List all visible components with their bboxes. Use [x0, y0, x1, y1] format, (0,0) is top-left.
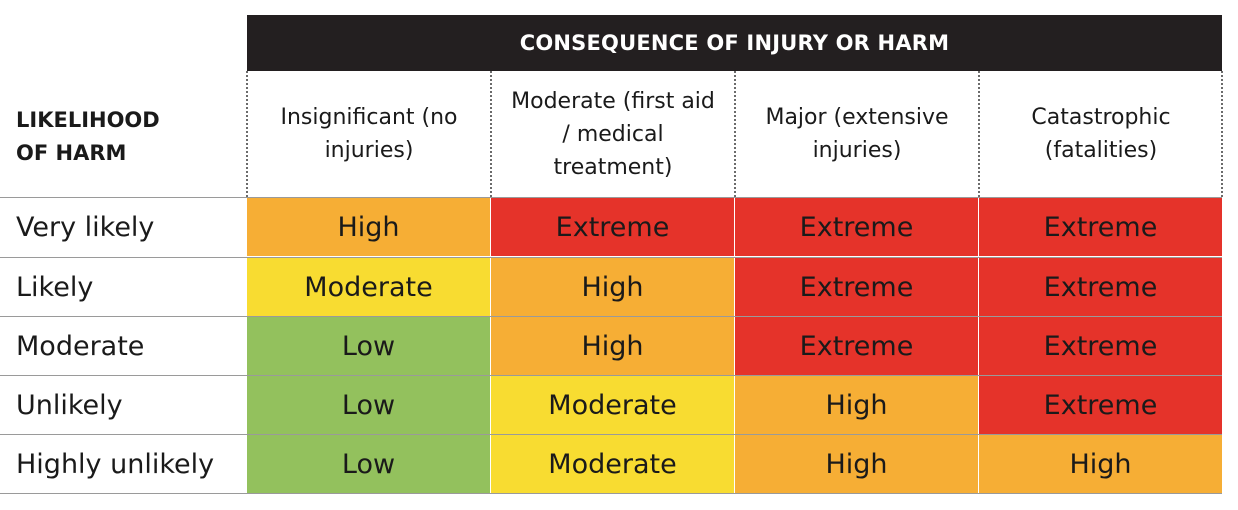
row-label-moderate: Moderate: [16, 331, 145, 362]
risk-cell: Extreme: [979, 258, 1222, 316]
column-divider: [490, 71, 492, 197]
row-divider: [0, 493, 1222, 494]
row-label-unlikely: Unlikely: [16, 390, 123, 421]
risk-cell: Extreme: [491, 198, 734, 256]
column-divider: [1221, 71, 1223, 197]
risk-cell: Extreme: [735, 198, 978, 256]
risk-cell: High: [979, 435, 1222, 493]
row-divider: [0, 316, 1222, 317]
row-label-very-likely: Very likely: [16, 212, 155, 243]
risk-cell: High: [247, 198, 490, 256]
risk-cell: High: [491, 317, 734, 375]
row-label-likely: Likely: [16, 272, 94, 303]
risk-cell: Moderate: [491, 376, 734, 434]
risk-cell: Low: [247, 317, 490, 375]
risk-cell: High: [735, 435, 978, 493]
column-header-insignificant: Insignificant (no injuries): [280, 105, 458, 163]
column-divider: [978, 71, 980, 197]
likelihood-axis-title: LIKELIHOOD OF HARM: [16, 108, 160, 165]
row-divider: [0, 257, 1222, 258]
risk-cell: Extreme: [979, 376, 1222, 434]
column-divider: [734, 71, 736, 197]
column-header-major: Major (extensive injuries): [765, 105, 949, 163]
row-divider: [0, 197, 1222, 198]
consequence-header: CONSEQUENCE OF INJURY OR HARM: [247, 15, 1222, 71]
risk-cell: High: [491, 258, 734, 316]
risk-cell: Moderate: [491, 435, 734, 493]
column-header-moderate: Moderate (first aid / medical treatment): [511, 88, 715, 180]
row-divider: [0, 434, 1222, 435]
risk-cell: Extreme: [979, 317, 1222, 375]
risk-cell: Moderate: [247, 258, 490, 316]
risk-cell: Low: [247, 435, 490, 493]
row-divider: [0, 375, 1222, 376]
risk-cell: Extreme: [979, 198, 1222, 256]
risk-cell: High: [735, 376, 978, 434]
row-label-highly-unlikely: Highly unlikely: [16, 449, 215, 480]
risk-cell: Extreme: [735, 317, 978, 375]
column-header-catastrophic: Catastrophic (fatalities): [1031, 105, 1171, 163]
risk-cell: Extreme: [735, 258, 978, 316]
risk-cell: Low: [247, 376, 490, 434]
column-divider: [246, 71, 248, 197]
